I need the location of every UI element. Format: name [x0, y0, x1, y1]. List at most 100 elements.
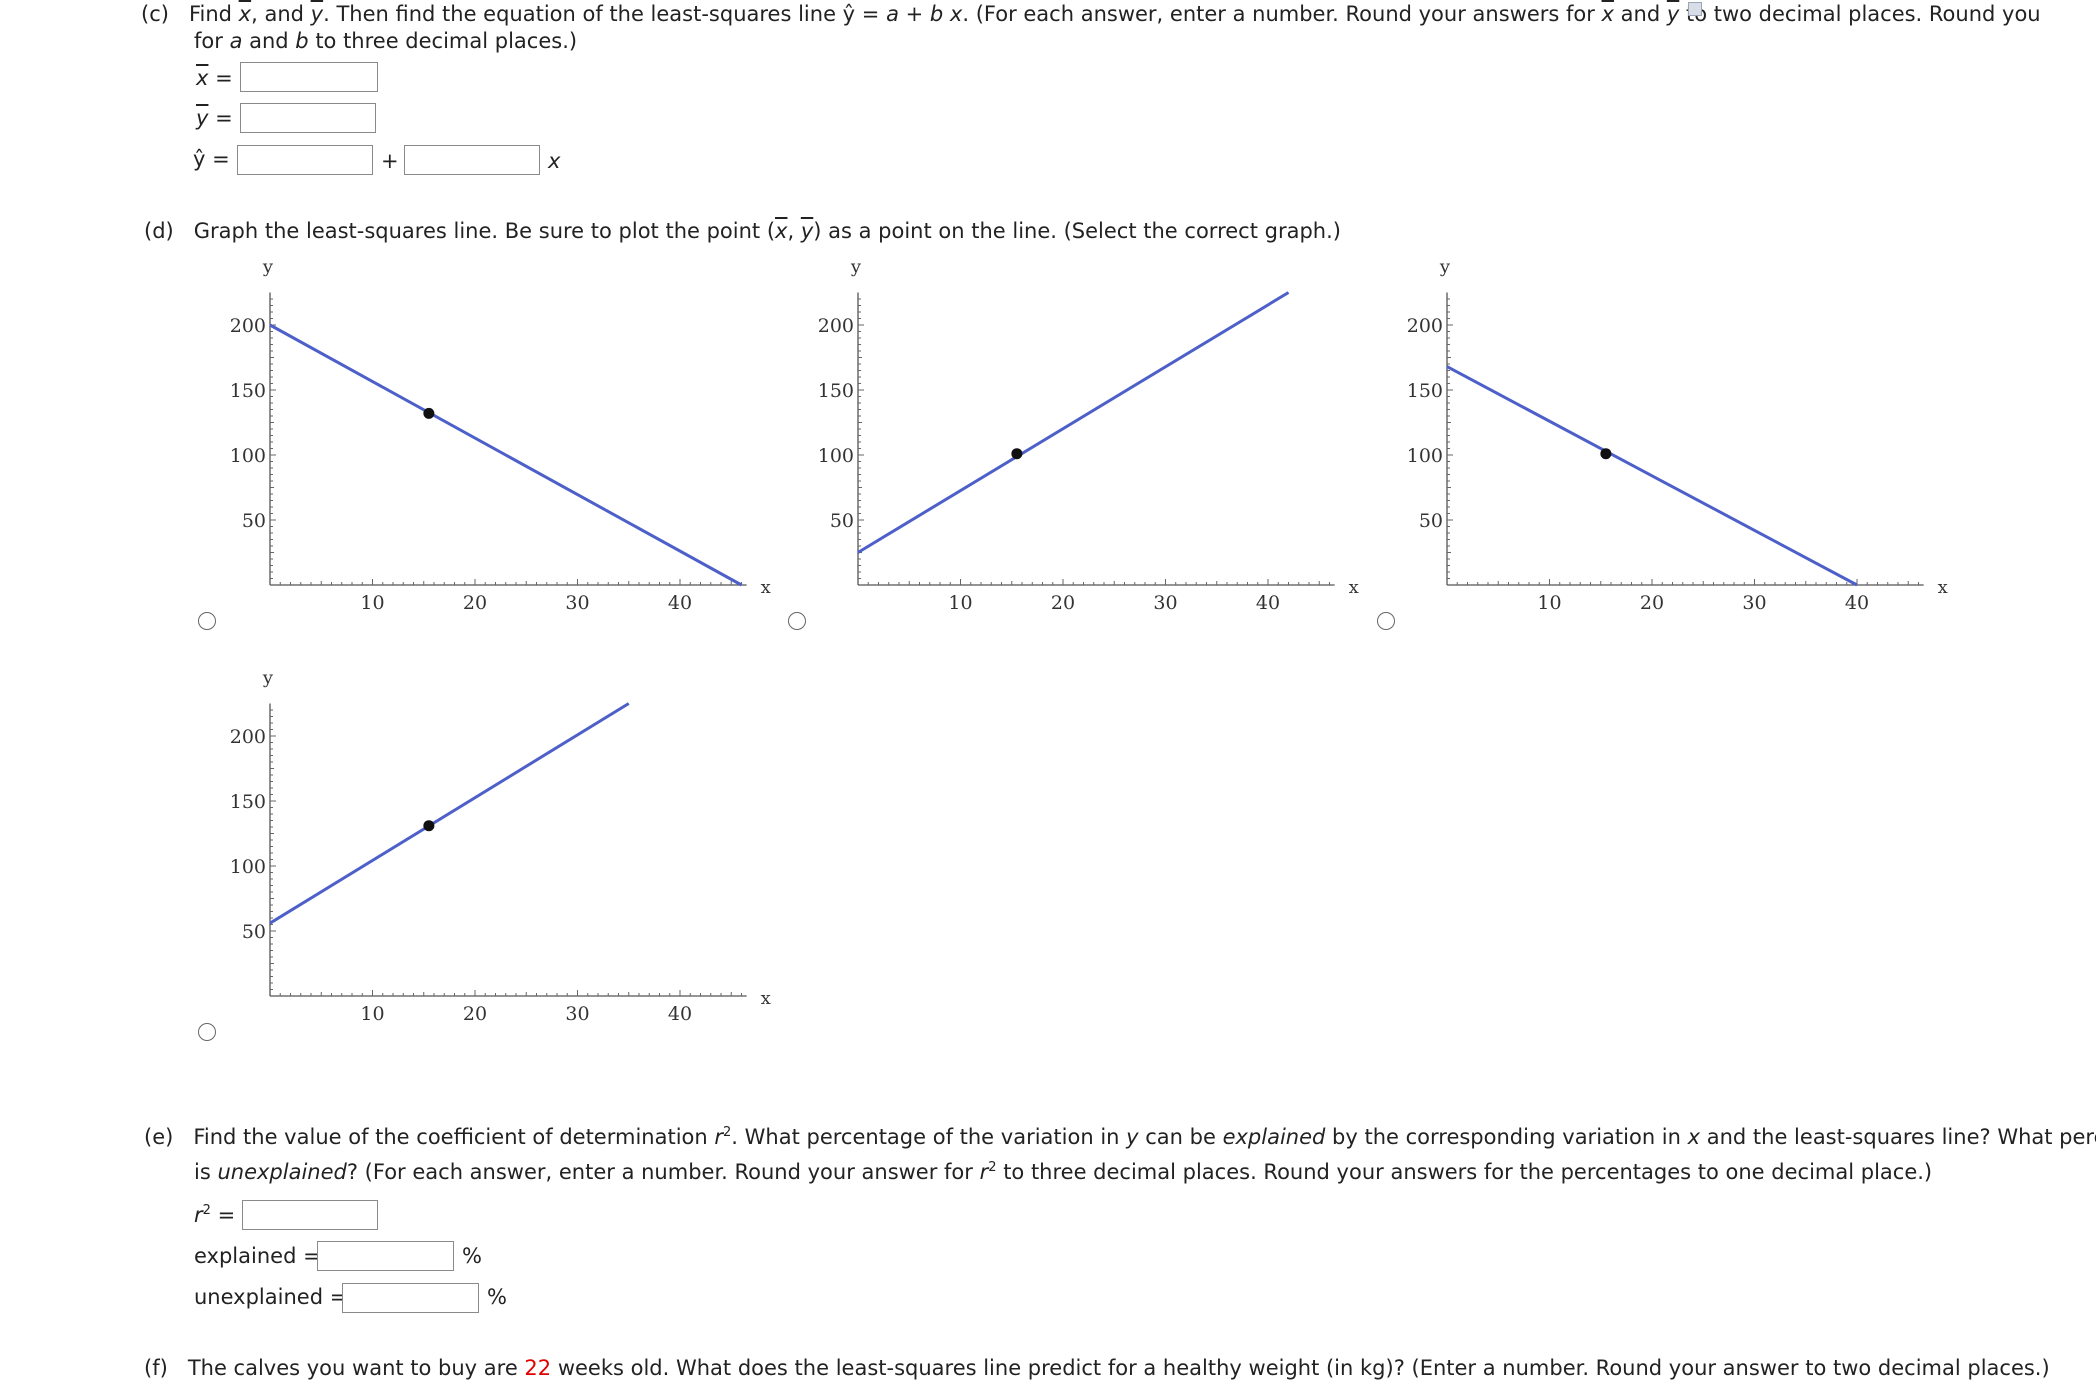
x-bar-symbol: x — [238, 2, 252, 26]
part-e-text: . What percentage of the variation in — [731, 1125, 1127, 1149]
explained-percent-sign: % — [462, 1244, 482, 1268]
x-tick-label: 10 — [360, 1003, 384, 1025]
y-tick-label: 100 — [230, 856, 266, 878]
y-axis-label: y — [262, 257, 274, 278]
regression-line — [857, 291, 1290, 554]
part-c-text: = — [855, 2, 887, 26]
part-e-text: can be — [1138, 1125, 1223, 1149]
x-tick-label: 20 — [463, 1003, 487, 1025]
part-f-question: (f) The calves you want to buy are 22 we… — [144, 1354, 2050, 1382]
y-axis-label: y — [262, 668, 274, 689]
part-f-label: (f) — [144, 1356, 168, 1380]
collapse-toggle-icon[interactable] — [1688, 2, 1702, 16]
part-d-text: Graph the least-squares line. Be sure to… — [193, 219, 776, 243]
graph-option-1[interactable]: 10 20 30 40 50 100 150 200 x y — [220, 257, 780, 630]
equals-sign: = — [215, 106, 233, 130]
part-e-text: ? (For each answer, enter a number. Roun… — [346, 1160, 980, 1184]
graph-option-2[interactable]: 10 20 30 40 50 100 150 200 x y — [808, 257, 1368, 630]
part-c-question-line2: for a and b to three decimal places.) — [194, 27, 577, 55]
x-bar-symbol: x — [196, 66, 209, 90]
part-c-label: (c) — [141, 2, 169, 26]
x-tick-label: 10 — [948, 592, 972, 614]
x-tick-label: 30 — [1153, 592, 1177, 614]
graph-option-4[interactable]: 10 20 30 40 50 100 150 200 x y — [220, 668, 780, 1041]
x-tick-label: 30 — [1742, 592, 1766, 614]
part-e-text: by the corresponding variation in — [1325, 1125, 1688, 1149]
mean-point — [1600, 448, 1612, 460]
y-tick-label: 50 — [242, 510, 266, 532]
x-bar-symbol: x — [1601, 2, 1614, 26]
y-tick-label: 200 — [230, 726, 266, 748]
r-symbol: r — [979, 1160, 989, 1184]
x-tick-label: 30 — [565, 1003, 589, 1025]
equals-sign: = — [217, 1203, 236, 1227]
y-hat-symbol: ŷ — [842, 2, 856, 26]
part-c-text: . Then find the equation of the least-sq… — [323, 2, 843, 26]
graph-option-3-radio[interactable] — [1377, 612, 1395, 630]
part-c-text: and — [242, 29, 296, 53]
slope-b-input[interactable] — [404, 145, 540, 175]
explained-percent-input[interactable] — [317, 1241, 454, 1271]
x-symbol: x — [943, 2, 963, 26]
plus-sign: + — [381, 149, 399, 173]
part-e-question-line2: is unexplained? (For each answer, enter … — [194, 1158, 1932, 1186]
x-tick-label: 20 — [463, 592, 487, 614]
explained-emphasis: explained — [1222, 1125, 1326, 1149]
y-axis-label: y — [850, 257, 862, 278]
x-tick-label: 20 — [1051, 592, 1075, 614]
graph-option-3[interactable]: 10 20 30 40 50 100 150 200 x y — [1397, 257, 1957, 630]
weeks-value: 22 — [524, 1356, 552, 1380]
x-bar-input[interactable] — [240, 62, 378, 92]
regression-line — [269, 323, 743, 587]
squared-symbol: 2 — [988, 1160, 997, 1175]
part-f-text: weeks old. What does the least-squares l… — [551, 1356, 2050, 1380]
graph-option-2-radio[interactable] — [788, 612, 806, 630]
part-c-text: and — [1613, 2, 1667, 26]
part-c-text: , and — [251, 2, 311, 26]
x-tick-label: 20 — [1640, 592, 1664, 614]
a-symbol: a — [886, 2, 899, 26]
y-tick-label: 150 — [230, 791, 266, 813]
y-bar-label: y = — [196, 106, 233, 130]
equals-sign: = — [215, 66, 233, 90]
part-c-text: + — [898, 2, 930, 26]
mean-point — [423, 407, 435, 419]
x-axis-label: x — [1938, 577, 1948, 598]
unexplained-emphasis: unexplained — [217, 1160, 347, 1184]
x-variable-label: x — [548, 149, 561, 173]
unexplained-percent-input[interactable] — [342, 1283, 479, 1313]
x-tick-label: 40 — [1256, 592, 1280, 614]
r-symbol: r — [714, 1125, 724, 1149]
a-symbol: a — [229, 29, 243, 53]
r-squared-input[interactable] — [242, 1200, 378, 1230]
y-tick-label: 100 — [230, 445, 266, 467]
explained-label: explained = — [194, 1244, 321, 1268]
y-symbol: y — [1126, 1125, 1139, 1149]
part-d-text: , — [787, 219, 801, 243]
y-bar-symbol: y — [310, 2, 324, 26]
part-c-text: . (For each answer, enter a number. Roun… — [962, 2, 1602, 26]
y-tick-label: 150 — [818, 380, 854, 402]
x-axis-label: x — [761, 577, 771, 598]
y-tick-label: 200 — [230, 315, 266, 337]
part-e-text: to three decimal places. Round your answ… — [996, 1160, 1933, 1184]
intercept-a-input[interactable] — [237, 145, 373, 175]
x-symbol: x — [1687, 1125, 1701, 1149]
x-tick-label: 40 — [1845, 592, 1869, 614]
b-symbol: b — [929, 2, 944, 26]
y-tick-label: 50 — [242, 921, 266, 943]
r-squared-label: r2 = — [194, 1203, 235, 1227]
y-bar-input[interactable] — [240, 103, 376, 133]
part-e-text: is — [194, 1160, 218, 1184]
part-e-text: Find the value of the coefficient of det… — [193, 1125, 715, 1149]
y-tick-label: 200 — [818, 315, 854, 337]
mean-point — [423, 820, 435, 832]
y-tick-label: 50 — [830, 510, 854, 532]
b-symbol: b — [295, 29, 309, 53]
equals-sign: = — [303, 1244, 321, 1268]
x-tick-label: 40 — [668, 592, 692, 614]
graph-option-1-radio[interactable] — [198, 612, 216, 630]
x-bar-label: x = — [196, 66, 233, 90]
part-c-text: for — [194, 29, 230, 53]
graph-option-4-radio[interactable] — [198, 1023, 216, 1041]
